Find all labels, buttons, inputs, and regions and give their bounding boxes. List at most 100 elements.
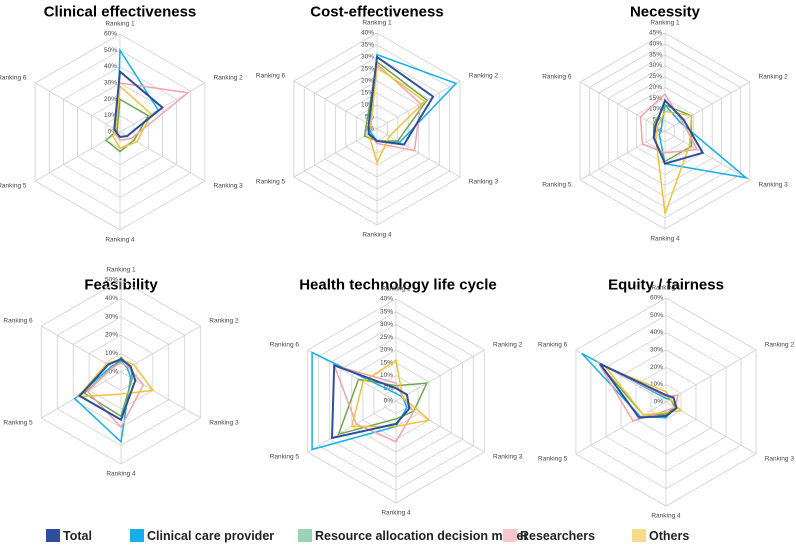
tick-label: 50%: [105, 277, 118, 284]
chart-title: Clinical effectiveness: [44, 4, 197, 21]
tick-label: 40%: [361, 30, 374, 37]
tick-label: 15%: [361, 90, 374, 97]
category-label: Ranking 1: [651, 285, 681, 292]
tick-label: 60%: [104, 31, 117, 38]
tick-label: 5%: [384, 385, 394, 392]
category-label: Ranking 2: [493, 342, 523, 349]
tick-label: 50%: [650, 312, 663, 319]
tick-label: 30%: [649, 62, 662, 69]
tick-label: 10%: [380, 372, 393, 379]
category-label: Ranking 6: [270, 342, 300, 349]
category-label: Ranking 1: [106, 267, 136, 274]
category-label: Ranking 2: [469, 73, 499, 80]
category-label: Ranking 2: [765, 342, 795, 349]
category-label: Ranking 5: [270, 454, 300, 461]
category-label: Ranking 6: [3, 318, 33, 325]
series-total: [78, 357, 137, 422]
category-label: Ranking 1: [381, 286, 411, 293]
chart-title: Equity / fairness: [608, 277, 724, 294]
series-others: [367, 65, 426, 165]
category-label: Ranking 5: [542, 182, 572, 189]
legend: Total Clinical care provider Resource allo…: [46, 529, 689, 543]
category-label: Ranking 3: [759, 182, 789, 189]
tick-label: 15%: [380, 359, 393, 366]
series-resource-allocation-decision-maker: [337, 378, 429, 436]
chart-title: Necessity: [630, 4, 701, 21]
tick-label: 45%: [649, 30, 662, 37]
legend-swatch-resource-allocation-decision-maker: [298, 529, 312, 542]
radar-chart-clinical-effectiveness: Clinical effectiveness 0% 10% 20% 30% 40% 50% 6…: [0, 4, 243, 244]
radar-chart-necessity: Necessity0%5%10%15%20%25%30%35%40%45%Ran…: [542, 4, 788, 243]
tick-label: 10%: [105, 350, 118, 357]
category-label: Ranking 4: [106, 471, 136, 478]
tick-label: 20%: [380, 347, 393, 354]
tick-label: 15%: [649, 95, 662, 102]
legend-label-clinical-care-provider: Clinical care provider: [147, 529, 274, 543]
tick-label: 40%: [650, 329, 663, 336]
radar-chart-equity-fairness: Equity / fairness 0% 10% 20% 30% 40% 50% 60% Ran…: [538, 277, 794, 520]
grid-spoke: [579, 81, 666, 132]
tick-label: 35%: [380, 308, 393, 315]
category-label: Ranking 3: [214, 183, 244, 190]
category-label: Ranking 4: [650, 236, 680, 243]
series-clinical-care-provider: [73, 360, 132, 444]
tick-label: 20%: [105, 332, 118, 339]
legend-swatch-others: [632, 529, 646, 542]
tick-label: 10%: [361, 102, 374, 109]
tick-label: 40%: [105, 295, 118, 302]
grid-spoke: [120, 371, 201, 419]
tick-label: 40%: [380, 296, 393, 303]
chart-title: Health technology life cycle: [299, 277, 497, 294]
chart-title: Cost-effectiveness: [310, 4, 443, 21]
series-total: [652, 98, 705, 165]
series-total: [599, 362, 678, 419]
category-label: Ranking 4: [105, 237, 135, 244]
tick-label: 0%: [108, 129, 118, 136]
category-label: Ranking 1: [650, 20, 680, 27]
series-resource-allocation-decision-maker: [104, 98, 150, 153]
tick-label: 0%: [654, 399, 664, 406]
tick-label: 40%: [104, 63, 117, 70]
tick-label: 20%: [104, 96, 117, 103]
category-label: Ranking 5: [538, 456, 568, 463]
series-others: [350, 358, 431, 428]
tick-label: 0%: [109, 369, 119, 376]
series-total: [113, 69, 164, 138]
tick-label: 25%: [361, 66, 374, 73]
grid-spoke: [293, 128, 378, 178]
category-label: Ranking 4: [651, 513, 681, 520]
category-label: Ranking 3: [765, 456, 795, 463]
tick-label: 20%: [650, 364, 663, 371]
legend-swatch-clinical-care-provider: [130, 529, 144, 542]
category-label: Ranking 6: [538, 342, 568, 349]
grid-spoke: [307, 349, 397, 402]
category-label: Ranking 1: [105, 21, 135, 28]
category-label: Ranking 5: [0, 183, 27, 190]
series-researchers: [86, 361, 145, 429]
grid-spoke: [395, 400, 485, 453]
category-label: Ranking 3: [493, 454, 523, 461]
legend-swatch-researchers: [503, 529, 517, 542]
grid-spoke: [664, 130, 751, 181]
legend-swatch-total: [46, 529, 60, 542]
grid-spoke: [579, 130, 666, 181]
grid-spoke: [575, 401, 667, 455]
tick-label: 50%: [104, 47, 117, 54]
tick-label: 25%: [380, 334, 393, 341]
category-label: Ranking 3: [469, 179, 499, 186]
category-label: Ranking 6: [256, 73, 286, 80]
tick-label: 35%: [649, 51, 662, 58]
category-label: Ranking 5: [3, 420, 33, 427]
category-label: Ranking 4: [362, 232, 392, 239]
tick-label: 30%: [650, 347, 663, 354]
series-total: [330, 363, 411, 440]
tick-label: 40%: [649, 40, 662, 47]
legend-label-others: Others: [649, 529, 689, 543]
category-label: Ranking 6: [0, 75, 27, 82]
series-researchers: [639, 92, 699, 154]
grid-spoke: [664, 81, 751, 132]
legend-label-total: Total: [63, 529, 92, 543]
radar-chart-health-technology-life-cycle: Health technology life cycle 0% 5% 10% 15% 20…: [270, 277, 523, 517]
